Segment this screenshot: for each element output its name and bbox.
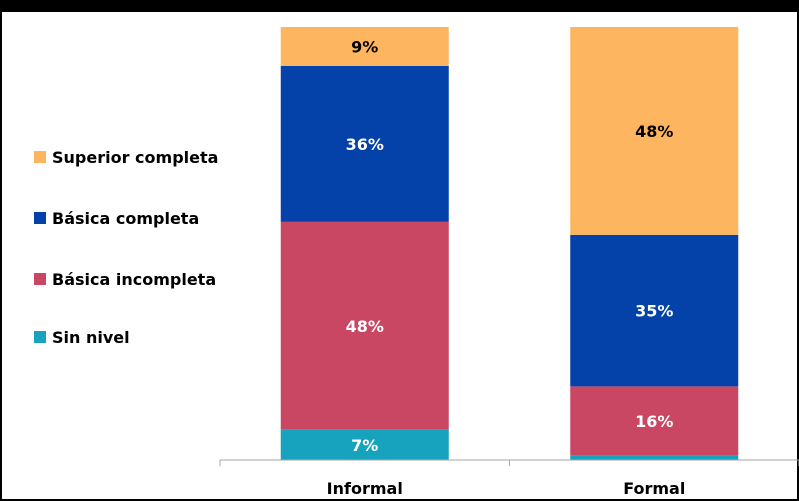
legend-label-basica-completa: Básica completa <box>52 208 200 228</box>
data-label-basica-incompleta-formal: 16% <box>635 412 673 431</box>
legend-item-superior-completa: Superior completa <box>34 146 218 168</box>
legend-swatch-basica-completa <box>34 212 46 224</box>
legend-swatch-sin-nivel <box>34 331 46 343</box>
title-bar <box>0 0 799 12</box>
data-label-basica-incompleta-informal: 48% <box>346 317 384 336</box>
bar-superior-completa-formal <box>570 27 739 235</box>
bar-basica-incompleta-informal <box>280 221 449 430</box>
x-tick-label-informal: Informal <box>327 479 403 498</box>
bar-sin-nivel-informal <box>280 429 449 460</box>
bar-basica-completa-formal <box>570 234 739 387</box>
legend-label-sin-nivel: Sin nivel <box>52 327 130 347</box>
legend-swatch-basica-incompleta <box>34 273 46 285</box>
legend-swatch-superior-completa <box>34 151 46 163</box>
data-label-superior-completa-formal: 48% <box>635 122 673 141</box>
legend-item-basica-incompleta: Básica incompleta <box>34 268 216 290</box>
legend-item-sin-nivel: Sin nivel <box>34 326 130 348</box>
x-tick-label-formal: Formal <box>623 479 685 498</box>
legend-label-superior-completa: Superior completa <box>52 147 219 167</box>
data-label-basica-completa-formal: 35% <box>635 302 673 321</box>
bar-basica-incompleta-formal <box>570 386 739 456</box>
data-label-superior-completa-informal: 9% <box>351 37 378 56</box>
data-label-sin-nivel-informal: 7% <box>351 436 378 455</box>
legend-label-basica-incompleta: Básica incompleta <box>52 269 217 289</box>
bar-sin-nivel-formal <box>570 455 739 460</box>
data-label-basica-completa-informal: 36% <box>346 135 384 154</box>
legend-item-basica-completa: Básica completa <box>34 207 199 229</box>
bar-basica-completa-informal <box>280 65 449 222</box>
bar-superior-completa-informal <box>280 27 449 66</box>
